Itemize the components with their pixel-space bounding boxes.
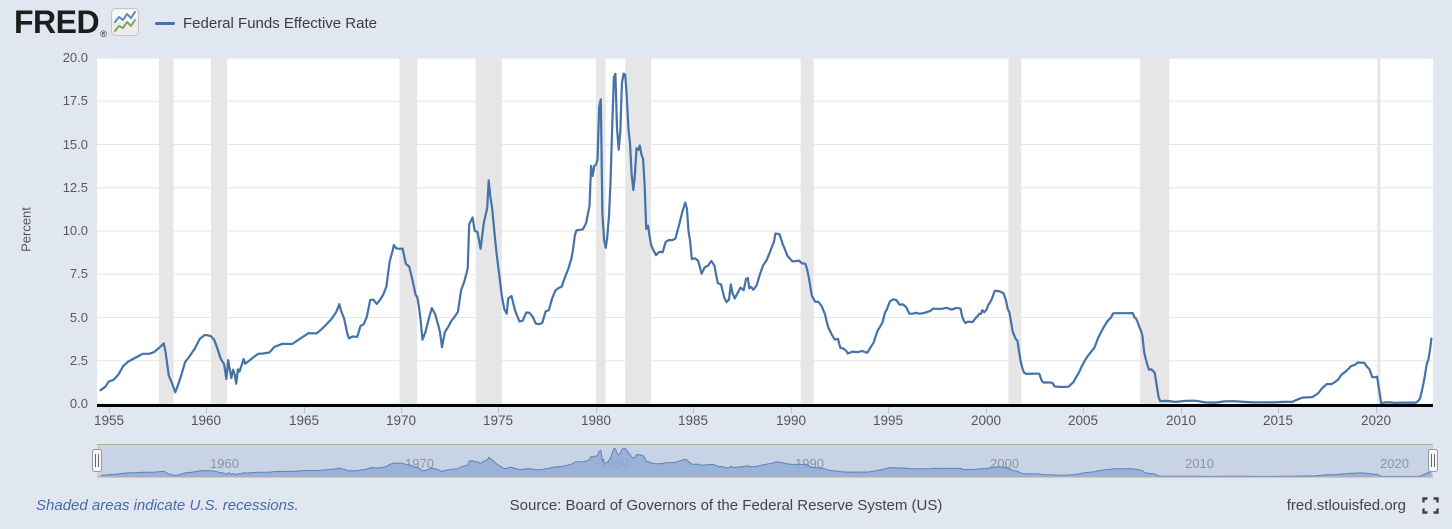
- x-tick-label: 2020: [1360, 413, 1392, 428]
- x-tick-mark: [1376, 407, 1377, 413]
- fullscreen-icon: [1422, 497, 1439, 514]
- x-tick-label: 2000: [970, 413, 1002, 428]
- fred-site-link[interactable]: fred.stlouisfed.org: [1286, 497, 1406, 514]
- navigator-year-label: 1960: [210, 456, 239, 471]
- y-tick-label: 17.5: [62, 93, 88, 109]
- fullscreen-button[interactable]: [1422, 497, 1440, 515]
- series-legend-dash-icon: [155, 22, 175, 25]
- series-line: [99, 72, 1433, 405]
- registered-mark-icon: ®: [100, 29, 107, 39]
- x-tick-label: 1955: [93, 413, 125, 428]
- x-tick-label: 2005: [1067, 413, 1099, 428]
- y-tick-label: 20.0: [62, 50, 88, 65]
- fred-logo-text: FRED: [14, 4, 100, 40]
- x-tick-mark: [1083, 407, 1084, 413]
- source-text: Source: Board of Governors of the Federa…: [509, 497, 943, 514]
- x-tick-label: 1995: [872, 413, 904, 428]
- x-tick-label: 1970: [385, 413, 417, 428]
- x-tick-label: 1965: [288, 413, 320, 428]
- x-tick-mark: [1181, 407, 1182, 413]
- y-tick-label: 15.0: [62, 136, 88, 152]
- x-tick-mark: [498, 407, 499, 413]
- y-tick-label: 10.0: [62, 223, 88, 238]
- x-tick-mark: [206, 407, 207, 413]
- x-tick-label: 2010: [1165, 413, 1197, 428]
- x-tick-label: 1960: [190, 413, 222, 428]
- x-tick-label: 1980: [580, 413, 612, 428]
- x-tick-mark: [888, 407, 889, 413]
- series-legend-label: Federal Funds Effective Rate: [183, 15, 377, 32]
- x-tick-label: 1985: [677, 413, 709, 428]
- drag-handle-icon[interactable]: [92, 449, 102, 472]
- navigator-year-label: 2020: [1380, 456, 1409, 471]
- main-chart[interactable]: [97, 58, 1433, 406]
- y-tick-label: 2.5: [69, 352, 88, 368]
- fred-logo-chart-icon: [110, 8, 139, 41]
- x-tick-label: 1975: [482, 413, 514, 428]
- fred-logo[interactable]: FRED ®: [14, 4, 139, 41]
- x-tick-mark: [401, 407, 402, 413]
- y-tick-label: 5.0: [69, 309, 88, 325]
- x-tick-mark: [693, 407, 694, 413]
- x-axis-line: [97, 404, 1433, 407]
- y-tick-label: 0.0: [69, 396, 88, 411]
- x-tick-mark: [109, 407, 110, 413]
- x-tick-mark: [1278, 407, 1279, 413]
- recessions-note-link[interactable]: Shaded areas indicate U.S. recessions.: [36, 497, 299, 514]
- x-tick-label: 2015: [1262, 413, 1294, 428]
- y-tick-label: 12.5: [62, 179, 88, 195]
- range-selector[interactable]: 1960197019801990200020102020: [92, 444, 1438, 479]
- x-tick-mark: [304, 407, 305, 413]
- x-tick-mark: [791, 407, 792, 413]
- navigator-handle-right[interactable]: [1428, 449, 1438, 472]
- navigator-handle-left[interactable]: [92, 449, 102, 472]
- drag-handle-icon[interactable]: [1428, 449, 1438, 472]
- navigator-area: [100, 448, 1432, 477]
- navigator-selected-range[interactable]: [97, 444, 1433, 478]
- x-tick-label: 1990: [775, 413, 807, 428]
- x-tick-mark: [986, 407, 987, 413]
- navigator-line: [100, 447, 1432, 477]
- y-tick-label: 7.5: [69, 266, 88, 282]
- legend: Federal Funds Effective Rate: [155, 15, 377, 32]
- x-tick-mark: [596, 407, 597, 413]
- navigator-year-label: 2010: [1185, 456, 1214, 471]
